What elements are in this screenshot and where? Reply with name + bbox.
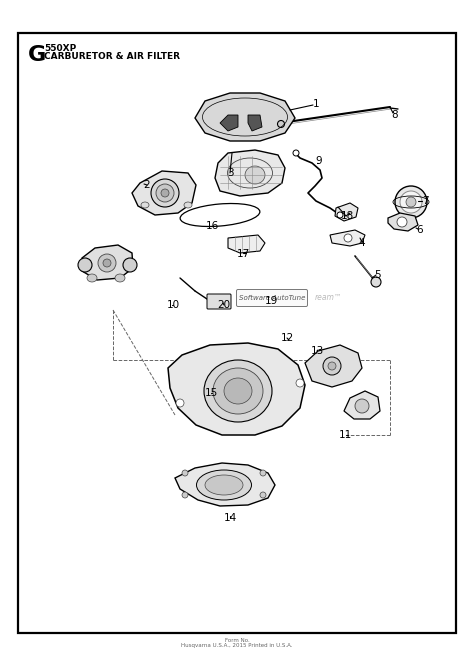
Ellipse shape	[184, 202, 192, 208]
Ellipse shape	[395, 186, 427, 218]
Text: 13: 13	[310, 346, 324, 356]
Text: 5: 5	[374, 270, 381, 280]
Polygon shape	[305, 345, 362, 387]
Text: Husqvarna U.S.A., 2015 Printed in U.S.A.: Husqvarna U.S.A., 2015 Printed in U.S.A.	[181, 644, 293, 648]
Polygon shape	[215, 150, 285, 196]
Polygon shape	[388, 213, 418, 231]
Ellipse shape	[328, 362, 336, 370]
Ellipse shape	[371, 277, 381, 287]
Text: 7: 7	[422, 196, 428, 206]
Text: 1: 1	[313, 99, 319, 109]
Polygon shape	[228, 235, 265, 253]
Text: 550XP: 550XP	[44, 44, 76, 53]
Ellipse shape	[397, 217, 407, 227]
Polygon shape	[335, 203, 358, 221]
Text: 9: 9	[316, 156, 322, 166]
Text: 14: 14	[223, 513, 237, 523]
Ellipse shape	[161, 189, 169, 197]
Ellipse shape	[245, 166, 265, 184]
Polygon shape	[168, 343, 305, 435]
Text: 16: 16	[205, 221, 219, 231]
Ellipse shape	[293, 150, 299, 156]
Ellipse shape	[103, 259, 111, 267]
Text: 4: 4	[359, 238, 365, 248]
Ellipse shape	[205, 475, 243, 495]
Text: 8: 8	[392, 110, 398, 120]
Text: 20: 20	[218, 300, 230, 310]
Ellipse shape	[213, 368, 263, 414]
Text: 2: 2	[144, 180, 150, 190]
Polygon shape	[82, 245, 133, 280]
Text: Software AutoTune: Software AutoTune	[239, 295, 305, 301]
Ellipse shape	[355, 399, 369, 413]
Text: 11: 11	[338, 430, 352, 440]
Ellipse shape	[141, 202, 149, 208]
Ellipse shape	[182, 492, 188, 498]
Ellipse shape	[204, 360, 272, 422]
Text: ream™: ream™	[315, 294, 343, 302]
Ellipse shape	[323, 357, 341, 375]
Text: CARBURETOR & AIR FILTER: CARBURETOR & AIR FILTER	[44, 52, 180, 61]
Text: Form No.: Form No.	[225, 638, 249, 642]
Ellipse shape	[98, 254, 116, 272]
Ellipse shape	[337, 212, 343, 218]
Ellipse shape	[176, 399, 184, 407]
Polygon shape	[330, 230, 365, 246]
Ellipse shape	[400, 191, 422, 213]
Text: 17: 17	[237, 249, 250, 259]
Ellipse shape	[260, 470, 266, 476]
FancyBboxPatch shape	[237, 290, 308, 306]
Ellipse shape	[260, 492, 266, 498]
Ellipse shape	[151, 179, 179, 207]
Ellipse shape	[156, 184, 174, 202]
Polygon shape	[248, 115, 262, 131]
Polygon shape	[175, 463, 275, 506]
Ellipse shape	[197, 470, 252, 500]
Ellipse shape	[224, 378, 252, 404]
Polygon shape	[344, 391, 380, 419]
Ellipse shape	[78, 258, 92, 272]
Text: 19: 19	[264, 296, 278, 306]
Ellipse shape	[87, 274, 97, 282]
Text: 6: 6	[417, 225, 423, 235]
Text: G: G	[28, 45, 46, 65]
Polygon shape	[132, 171, 196, 215]
Polygon shape	[195, 93, 295, 141]
Ellipse shape	[296, 379, 304, 387]
Text: 12: 12	[281, 333, 293, 343]
Text: 18: 18	[340, 211, 354, 221]
FancyBboxPatch shape	[207, 294, 231, 309]
Polygon shape	[220, 115, 238, 131]
Ellipse shape	[406, 197, 416, 207]
Ellipse shape	[344, 234, 352, 242]
Text: 3: 3	[227, 168, 233, 178]
Ellipse shape	[182, 470, 188, 476]
Ellipse shape	[277, 121, 284, 127]
Text: 15: 15	[204, 388, 218, 398]
Ellipse shape	[123, 258, 137, 272]
Ellipse shape	[115, 274, 125, 282]
Text: 10: 10	[166, 300, 180, 310]
